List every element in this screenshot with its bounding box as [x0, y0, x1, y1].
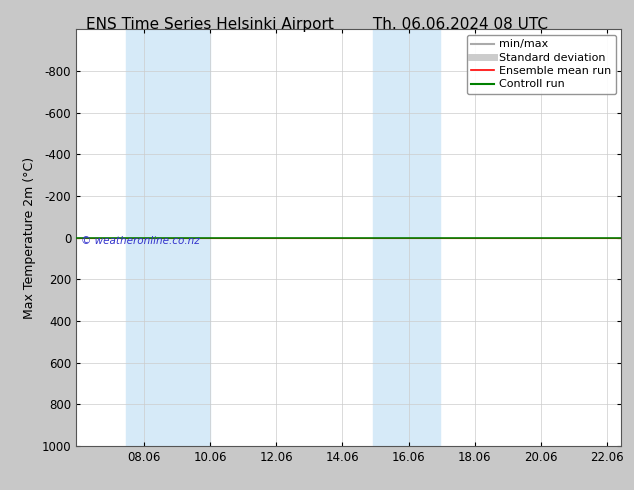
- Bar: [373, 29, 439, 446]
- Text: © weatheronline.co.nz: © weatheronline.co.nz: [81, 236, 200, 246]
- Text: ENS Time Series Helsinki Airport        Th. 06.06.2024 08 UTC: ENS Time Series Helsinki Airport Th. 06.…: [86, 17, 548, 32]
- Bar: [126, 29, 210, 446]
- Legend: min/max, Standard deviation, Ensemble mean run, Controll run: min/max, Standard deviation, Ensemble me…: [467, 35, 616, 94]
- Y-axis label: Max Temperature 2m (°C): Max Temperature 2m (°C): [23, 157, 36, 318]
